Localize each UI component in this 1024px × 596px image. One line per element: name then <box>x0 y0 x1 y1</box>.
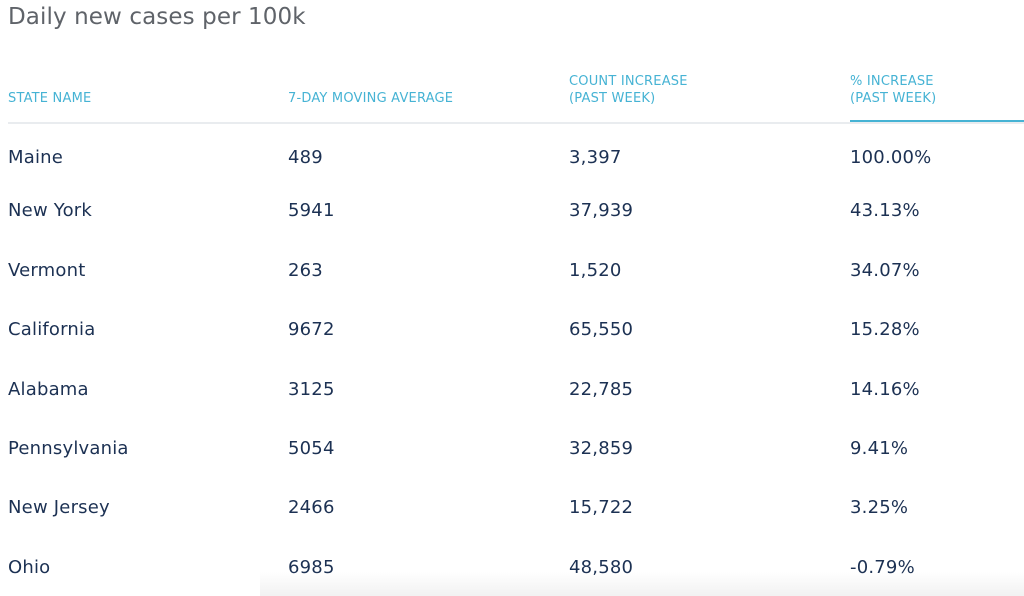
cell-percent-increase: 3.25% <box>850 497 909 518</box>
cell-percent-increase: 34.07% <box>850 260 920 281</box>
cell-count-increase: 37,939 <box>569 200 634 221</box>
cell-moving-average: 5941 <box>288 200 335 221</box>
cell-count-increase: 1,520 <box>569 260 622 281</box>
column-header-state-name[interactable]: STATE NAME <box>8 90 91 107</box>
cell-count-increase: 48,580 <box>569 557 634 578</box>
cell-moving-average: 489 <box>288 147 323 168</box>
cell-state-name: Pennsylvania <box>8 438 129 459</box>
cell-moving-average: 3125 <box>288 379 335 400</box>
cell-count-increase: 65,550 <box>569 319 634 340</box>
chart-title: Daily new cases per 100k <box>8 4 306 30</box>
cell-count-increase: 15,722 <box>569 497 634 518</box>
cell-count-increase: 3,397 <box>569 147 622 168</box>
cell-percent-increase: 43.13% <box>850 200 920 221</box>
cell-moving-average: 263 <box>288 260 323 281</box>
sorted-column-indicator <box>850 120 1024 122</box>
cell-percent-increase: 9.41% <box>850 438 909 459</box>
cell-count-increase: 22,785 <box>569 379 634 400</box>
column-header-percent-increase-line1: % INCREASE <box>850 74 934 89</box>
column-header-count-increase-line2: (PAST WEEK) <box>569 91 656 106</box>
cell-state-name: New York <box>8 200 93 221</box>
cell-state-name: Vermont <box>8 260 86 281</box>
column-header-count-increase-line1: COUNT INCREASE <box>569 74 688 89</box>
cell-state-name: Ohio <box>8 557 51 578</box>
cell-moving-average: 6985 <box>288 557 335 578</box>
cell-percent-increase: -0.79% <box>850 557 915 578</box>
column-header-moving-average[interactable]: 7-DAY MOVING AVERAGE <box>288 90 453 107</box>
cell-moving-average: 2466 <box>288 497 335 518</box>
column-header-state-name-label: STATE NAME <box>8 91 92 106</box>
cell-percent-increase: 15.28% <box>850 319 920 340</box>
column-header-percent-increase-line2: (PAST WEEK) <box>850 91 937 106</box>
cell-percent-increase: 100.00% <box>850 147 932 168</box>
cell-state-name: New Jersey <box>8 497 110 518</box>
header-divider <box>8 122 1024 124</box>
column-header-moving-average-label: 7-DAY MOVING AVERAGE <box>288 91 454 106</box>
cell-count-increase: 32,859 <box>569 438 634 459</box>
cell-percent-increase: 14.16% <box>850 379 920 400</box>
cell-state-name: California <box>8 319 96 340</box>
column-header-percent-increase[interactable]: % INCREASE (PAST WEEK) <box>850 73 936 107</box>
cell-moving-average: 9672 <box>288 319 335 340</box>
column-header-count-increase[interactable]: COUNT INCREASE (PAST WEEK) <box>569 73 688 107</box>
cell-state-name: Alabama <box>8 379 89 400</box>
cell-state-name: Maine <box>8 147 64 168</box>
cell-moving-average: 5054 <box>288 438 335 459</box>
